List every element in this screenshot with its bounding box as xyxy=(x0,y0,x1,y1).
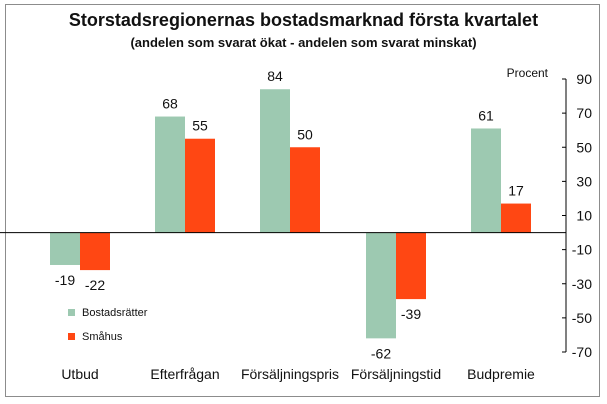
y-tick-label: 90 xyxy=(576,71,592,87)
chart-subtitle: (andelen som svarat ökat - andelen som s… xyxy=(130,35,477,50)
category-label: Försäljningstid xyxy=(351,366,441,382)
chart-title: Storstadsregionernas bostadsmarknad förs… xyxy=(68,10,539,30)
bar-bostadsratter-4 xyxy=(471,128,501,233)
category-label: Utbud xyxy=(61,366,98,382)
data-label: -39 xyxy=(401,306,421,322)
bar-smahus-0 xyxy=(80,232,110,271)
legend: Bostadsrätter Småhus xyxy=(68,307,148,343)
data-labels-group: -19 -22 68 55 84 50 -62 -39 61 17 xyxy=(55,68,524,361)
y-axis-label: Procent xyxy=(507,66,549,80)
bar-smahus-4 xyxy=(501,203,531,233)
legend-swatch xyxy=(68,309,75,316)
bar-smahus-3 xyxy=(396,232,426,300)
data-label: -62 xyxy=(371,345,391,361)
data-label: 50 xyxy=(297,126,313,142)
category-label: Försäljningspris xyxy=(241,366,339,382)
y-tick-label: -70 xyxy=(572,344,592,360)
bar-bostadsratter-3 xyxy=(366,232,396,339)
bar-smahus-2 xyxy=(290,147,320,233)
bars-group xyxy=(50,89,531,339)
legend-label: Småhus xyxy=(82,331,123,343)
y-tick-label: -30 xyxy=(572,276,592,292)
data-label: -19 xyxy=(55,272,75,288)
bar-bostadsratter-1 xyxy=(155,116,185,233)
data-label: 84 xyxy=(267,68,283,84)
data-label: 17 xyxy=(508,183,524,199)
y-axis-group: 90 70 50 30 10 -10 -30 -50 -70 xyxy=(0,71,592,360)
legend-label: Bostadsrätter xyxy=(82,307,148,319)
y-tick-label: 50 xyxy=(576,139,592,155)
data-label: 61 xyxy=(478,107,494,123)
data-label: 55 xyxy=(192,118,208,134)
category-label: Efterfrågan xyxy=(150,366,219,382)
data-label: 68 xyxy=(162,96,178,112)
category-label: Budpremie xyxy=(467,366,535,382)
y-tick-label: -10 xyxy=(572,242,592,258)
y-tick-label: 70 xyxy=(576,105,592,121)
bar-bostadsratter-2 xyxy=(260,89,290,233)
y-tick-label: 30 xyxy=(576,173,592,189)
y-tick-label: -50 xyxy=(572,310,592,326)
y-tick-label: 10 xyxy=(576,208,592,224)
bar-bostadsratter-0 xyxy=(50,232,80,265)
bar-smahus-1 xyxy=(185,138,215,233)
category-labels-group: Utbud Efterfrågan Försäljningspris Försäljn… xyxy=(61,366,535,382)
legend-swatch xyxy=(68,333,75,340)
data-label: -22 xyxy=(85,277,105,293)
